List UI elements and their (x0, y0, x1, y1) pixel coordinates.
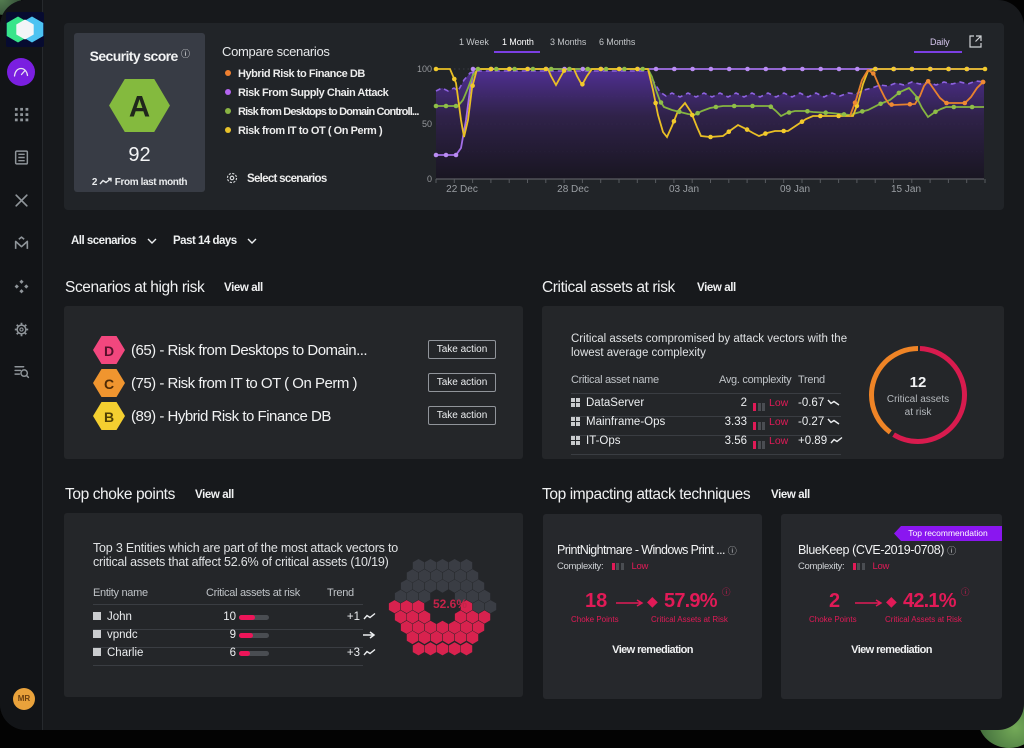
svg-text:B: B (104, 409, 114, 425)
svg-text:C: C (104, 376, 114, 392)
svg-text:at risk: at risk (905, 407, 933, 418)
svg-text:50: 50 (422, 119, 432, 129)
svg-text:0: 0 (427, 174, 432, 184)
svg-text:09 Jan: 09 Jan (780, 184, 810, 195)
svg-text:28 Dec: 28 Dec (557, 184, 589, 195)
svg-text:22 Dec: 22 Dec (446, 184, 478, 195)
svg-text:03 Jan: 03 Jan (669, 184, 699, 195)
svg-text:15 Jan: 15 Jan (891, 184, 921, 195)
svg-text:Critical assets: Critical assets (887, 394, 949, 405)
svg-text:52.6%: 52.6% (433, 597, 467, 611)
svg-text:12: 12 (910, 374, 927, 391)
svg-text:100: 100 (417, 64, 432, 74)
svg-text:D: D (104, 343, 114, 359)
svg-text:A: A (129, 90, 150, 123)
